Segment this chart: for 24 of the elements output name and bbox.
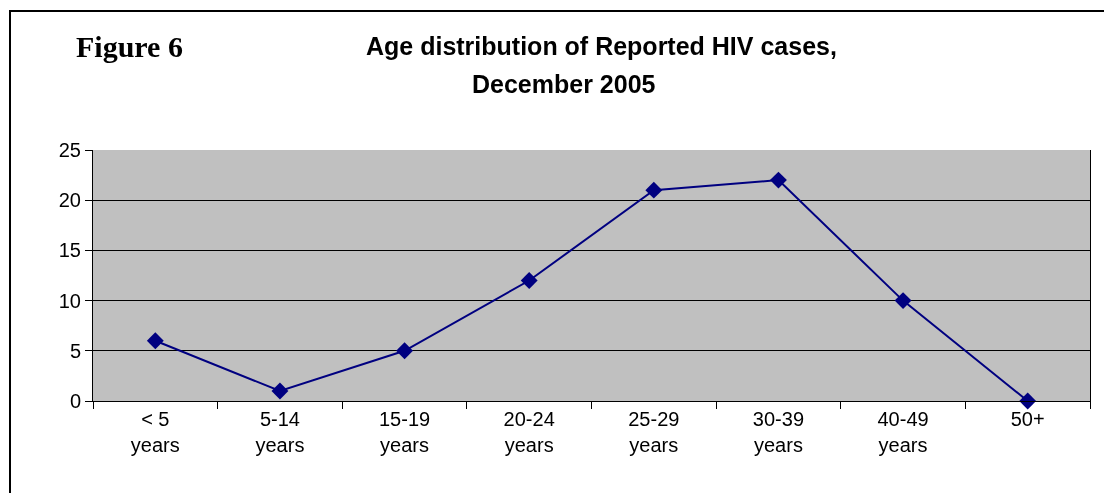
x-tick-label: 30-39 years <box>752 408 805 456</box>
x-tick-label: < 5 years <box>130 408 180 456</box>
y-tick-label: 5 <box>69 339 81 362</box>
x-tick-label: 15-19 years <box>378 408 431 456</box>
x-tick-label: 40-49 years <box>877 408 929 456</box>
point <box>520 272 538 289</box>
y-tick-label: 10 <box>58 289 81 312</box>
x-tick-label: 5-14 years <box>255 408 305 456</box>
chart-subtitle: Age distribution of Reported HIV cases, December 2005 <box>366 32 837 98</box>
point <box>146 332 164 350</box>
point <box>1019 392 1037 410</box>
y-tick-label: 15 <box>58 239 81 262</box>
x-tick-label: 25-29 years <box>628 408 680 456</box>
point <box>769 171 787 189</box>
y-tick-label: 0 <box>69 390 81 412</box>
point <box>396 342 414 360</box>
y-tick-label: 25 <box>58 139 81 161</box>
x-tick-label: 50+ <box>1010 408 1045 430</box>
point <box>271 382 289 400</box>
point <box>894 292 912 310</box>
point <box>645 181 663 199</box>
chart-title: Figure 6 <box>76 30 183 63</box>
x-tick-label: 20-24 years <box>503 408 555 456</box>
y-tick-label: 20 <box>58 189 81 212</box>
